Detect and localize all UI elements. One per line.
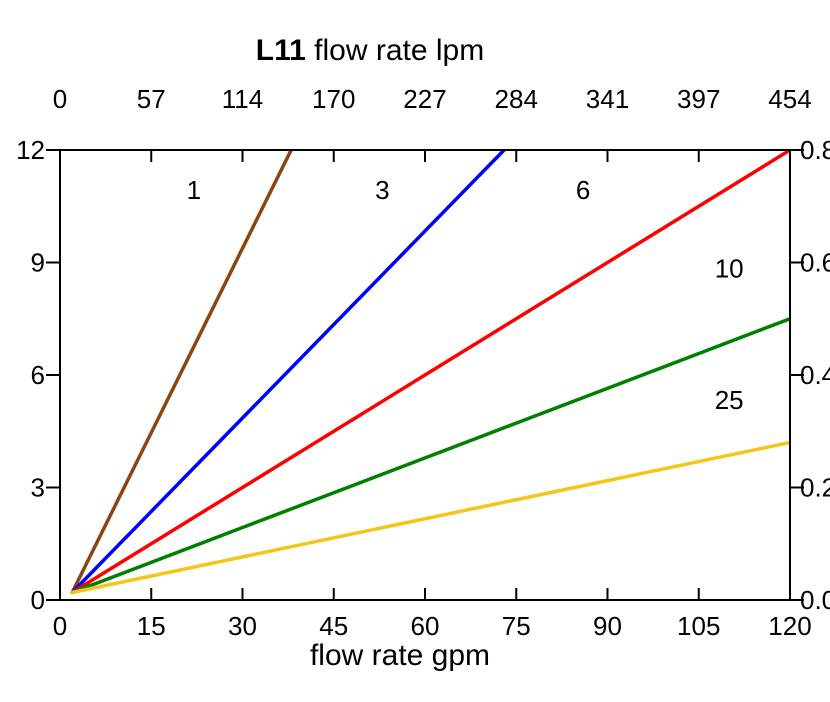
y-right-tick-label: 0.8: [800, 135, 830, 165]
x-top-tick-label: 454: [768, 84, 811, 114]
y-left-tick-label: 3: [31, 473, 45, 503]
x-bottom-tick-label: 105: [677, 611, 720, 641]
y-left-tick-label: 6: [31, 360, 45, 390]
x-top-tick-label: 341: [586, 84, 629, 114]
x-bottom-axis-label: flow rate gpm: [310, 639, 490, 672]
x-top-tick-label: 227: [403, 84, 446, 114]
x-top-tick-label: 0: [53, 84, 67, 114]
x-bottom-tick-label: 90: [593, 611, 622, 641]
x-top-tick-label: 170: [312, 84, 355, 114]
flow-rate-chart: 13610250153045607590105120flow rate gpm0…: [0, 0, 830, 702]
series-label-10: 10: [715, 254, 744, 284]
x-bottom-tick-label: 60: [411, 611, 440, 641]
chart-container: 13610250153045607590105120flow rate gpm0…: [0, 0, 830, 702]
x-top-tick-label: 114: [222, 84, 263, 114]
x-bottom-tick-label: 15: [137, 611, 166, 641]
x-bottom-tick-label: 0: [53, 611, 67, 641]
y-right-tick-label: 0.6: [800, 248, 830, 278]
series-label-1: 1: [187, 175, 201, 205]
x-top-tick-label: 397: [677, 84, 720, 114]
y-left-tick-label: 12: [16, 135, 45, 165]
y-left-tick-label: 9: [31, 248, 45, 278]
series-label-6: 6: [576, 175, 590, 205]
x-bottom-tick-label: 45: [319, 611, 348, 641]
y-left-tick-label: 0: [31, 585, 45, 615]
chart-title: L11 flow rate lpm: [256, 34, 484, 67]
y-right-tick-label: 0.2: [800, 473, 830, 503]
x-top-tick-label: 284: [495, 84, 538, 114]
y-right-tick-label: 0.0: [800, 585, 830, 615]
y-right-tick-label: 0.4: [800, 360, 830, 390]
x-top-tick-label: 57: [137, 84, 166, 114]
series-label-25: 25: [715, 385, 744, 415]
series-label-3: 3: [375, 175, 389, 205]
x-bottom-tick-label: 120: [768, 611, 811, 641]
x-bottom-tick-label: 30: [228, 611, 257, 641]
x-bottom-tick-label: 75: [502, 611, 531, 641]
